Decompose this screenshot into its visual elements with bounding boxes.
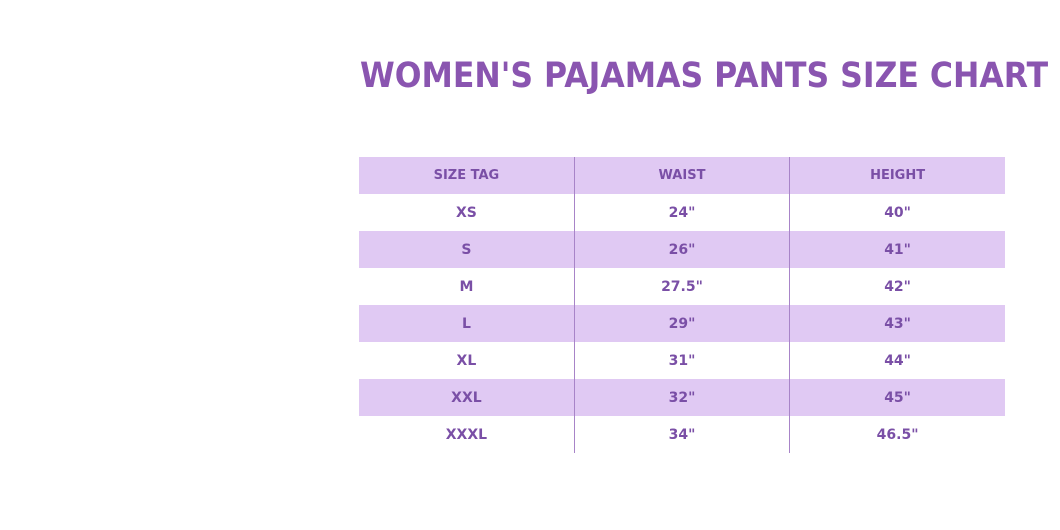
table-row: XS 24" 40" — [359, 194, 1005, 231]
table-row: XXL 32" 45" — [359, 379, 1005, 416]
table-cell: XXXL — [445, 426, 488, 443]
table-row: L 29" 43" — [359, 305, 1005, 342]
title: WOMEN'S PAJAMAS PANTS SIZE CHART — [360, 56, 1049, 96]
table-cell: 40" — [789, 194, 1005, 231]
table-cell: 43" — [789, 305, 1005, 342]
table-cell: L — [461, 315, 471, 332]
table-cell: 45" — [789, 379, 1005, 416]
table-cell: M — [459, 278, 474, 295]
table-cell: S — [461, 241, 472, 258]
size-table: SIZE TAG WAIST HEIGHT XS 24" 40" S 26" 41" M 27.5"… — [359, 157, 1005, 453]
table-cell: 31" — [573, 342, 790, 379]
table-row: XXXL 34" 46.5" — [359, 416, 1005, 453]
table-row: XL 31" 44" — [359, 342, 1005, 379]
table-cell: 32" — [573, 379, 790, 416]
table-row: M 27.5" 42" — [359, 268, 1005, 305]
table-cell: 26" — [573, 231, 790, 268]
table-cell: XL — [456, 352, 477, 369]
header-cell: HEIGHT — [789, 157, 1005, 194]
table-cell: 42" — [789, 268, 1005, 305]
table-row: S 26" 41" — [359, 231, 1005, 268]
header-cell: SIZE TAG — [433, 168, 500, 183]
table-cell: 24" — [573, 194, 790, 231]
table-cell: XXL — [451, 389, 482, 406]
table-cell: XS — [455, 204, 477, 221]
table-cell: 41" — [789, 231, 1005, 268]
header-row: SIZE TAG WAIST HEIGHT — [359, 157, 1005, 194]
table-cell: 27.5" — [573, 268, 790, 305]
table-cell: 46.5" — [789, 416, 1005, 453]
table-cell: 34" — [573, 416, 790, 453]
table-cell: 44" — [789, 342, 1005, 379]
header-cell: WAIST — [573, 157, 790, 194]
table-cell: 29" — [573, 305, 790, 342]
